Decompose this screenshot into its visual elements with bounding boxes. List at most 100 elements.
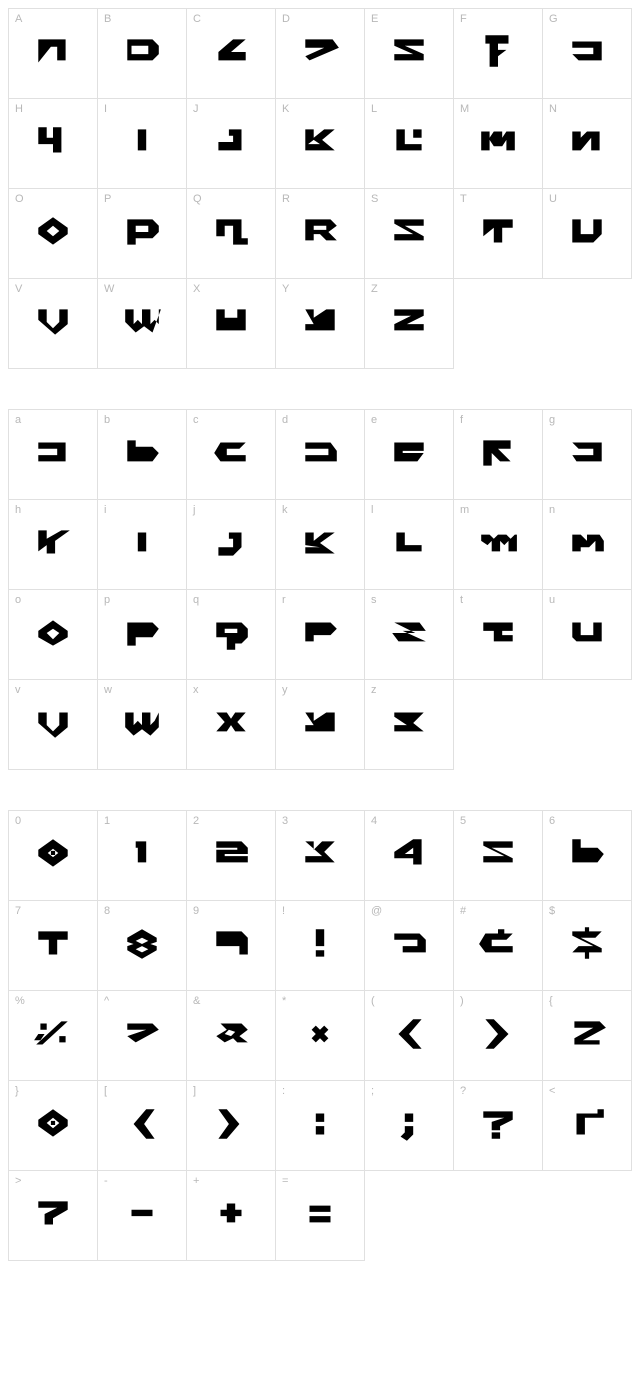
glyph-label: !: [282, 905, 285, 917]
glyph-icon: [543, 121, 631, 168]
glyph-icon: [98, 31, 186, 78]
glyph-label: O: [15, 193, 24, 205]
glyph-icon: [98, 1103, 186, 1150]
glyph-icon: [365, 211, 453, 258]
glyph-cell: u: [543, 590, 632, 680]
glyph-icon: [9, 1193, 97, 1240]
glyph-label: f: [460, 414, 463, 426]
glyph-icon: [454, 833, 542, 880]
glyph-label: 2: [193, 815, 199, 827]
glyph-icon: [543, 432, 631, 479]
glyph-cell: B: [98, 9, 187, 99]
glyph-icon: [9, 923, 97, 970]
glyph-icon: [9, 1013, 97, 1060]
glyph-label: b: [104, 414, 110, 426]
glyph-label: Y: [282, 283, 289, 295]
glyph-cell: >: [9, 1171, 98, 1261]
glyph-label: 1: [104, 815, 110, 827]
glyph-label: h: [15, 504, 21, 516]
glyph-label: 6: [549, 815, 555, 827]
glyph-label: ?: [460, 1085, 466, 1097]
glyph-icon: [276, 923, 364, 970]
glyph-cell: 0: [9, 811, 98, 901]
glyph-icon: [98, 522, 186, 569]
glyph-icon: [454, 1013, 542, 1060]
glyph-label: >: [15, 1175, 21, 1187]
glyph-cell: @: [365, 901, 454, 991]
glyph-cell: U: [543, 189, 632, 279]
glyph-icon: [187, 301, 275, 348]
glyph-icon: [276, 522, 364, 569]
glyph-icon: [187, 522, 275, 569]
glyph-label: k: [282, 504, 288, 516]
glyph-cell: %: [9, 991, 98, 1081]
glyph-label: Q: [193, 193, 202, 205]
glyph-icon: [9, 432, 97, 479]
glyph-cell: x: [187, 680, 276, 770]
glyph-label: U: [549, 193, 557, 205]
glyph-label: ]: [193, 1085, 196, 1097]
glyph-label: #: [460, 905, 466, 917]
glyph-label: g: [549, 414, 555, 426]
glyph-label: X: [193, 283, 200, 295]
glyph-label: S: [371, 193, 378, 205]
glyph-icon: [98, 923, 186, 970]
glyph-icon: [365, 1013, 453, 1060]
glyph-icon: [543, 522, 631, 569]
glyph-cell: H: [9, 99, 98, 189]
glyph-cell: v: [9, 680, 98, 770]
glyph-label: M: [460, 103, 469, 115]
glyph-grid: ABCDEFGHIJKLMNOPQRSTUVWXYZ: [8, 8, 632, 369]
glyph-cell: 9: [187, 901, 276, 991]
empty-cell: [365, 1171, 454, 1261]
glyph-icon: [365, 522, 453, 569]
glyph-cell: 6: [543, 811, 632, 901]
glyph-cell: }: [9, 1081, 98, 1171]
glyph-cell: w: [98, 680, 187, 770]
glyph-label: ;: [371, 1085, 374, 1097]
glyph-label: 5: [460, 815, 466, 827]
glyph-label: I: [104, 103, 107, 115]
glyph-icon: [276, 432, 364, 479]
glyph-icon: [454, 1103, 542, 1150]
glyph-icon: [98, 612, 186, 659]
empty-cell: [454, 680, 543, 770]
glyph-cell: ^: [98, 991, 187, 1081]
glyph-icon: [276, 211, 364, 258]
glyph-label: y: [282, 684, 288, 696]
glyph-cell: t: [454, 590, 543, 680]
glyph-label: v: [15, 684, 21, 696]
glyph-label: G: [549, 13, 558, 25]
glyph-cell: K: [276, 99, 365, 189]
glyph-label: R: [282, 193, 290, 205]
glyph-label: %: [15, 995, 25, 1007]
glyph-cell: h: [9, 500, 98, 590]
glyph-cell: ]: [187, 1081, 276, 1171]
glyph-icon: [98, 833, 186, 880]
glyph-icon: [187, 833, 275, 880]
glyph-cell: F: [454, 9, 543, 99]
glyph-icon: [454, 522, 542, 569]
glyph-cell: 5: [454, 811, 543, 901]
glyph-icon: [454, 612, 542, 659]
glyph-cell: e: [365, 410, 454, 500]
glyph-icon: [187, 702, 275, 749]
glyph-cell: ): [454, 991, 543, 1081]
glyph-cell: :: [276, 1081, 365, 1171]
glyph-cell: Q: [187, 189, 276, 279]
glyph-icon: [187, 923, 275, 970]
glyph-icon: [187, 1013, 275, 1060]
empty-cell: [543, 279, 632, 369]
glyph-cell: a: [9, 410, 98, 500]
glyph-icon: [187, 211, 275, 258]
glyph-label: =: [282, 1175, 288, 1187]
glyph-label: r: [282, 594, 286, 606]
glyph-label: Z: [371, 283, 378, 295]
glyph-icon: [276, 1193, 364, 1240]
glyph-icon: [454, 211, 542, 258]
empty-cell: [543, 680, 632, 770]
glyph-cell: m: [454, 500, 543, 590]
glyph-icon: [365, 923, 453, 970]
glyph-label: o: [15, 594, 21, 606]
glyph-cell: 1: [98, 811, 187, 901]
